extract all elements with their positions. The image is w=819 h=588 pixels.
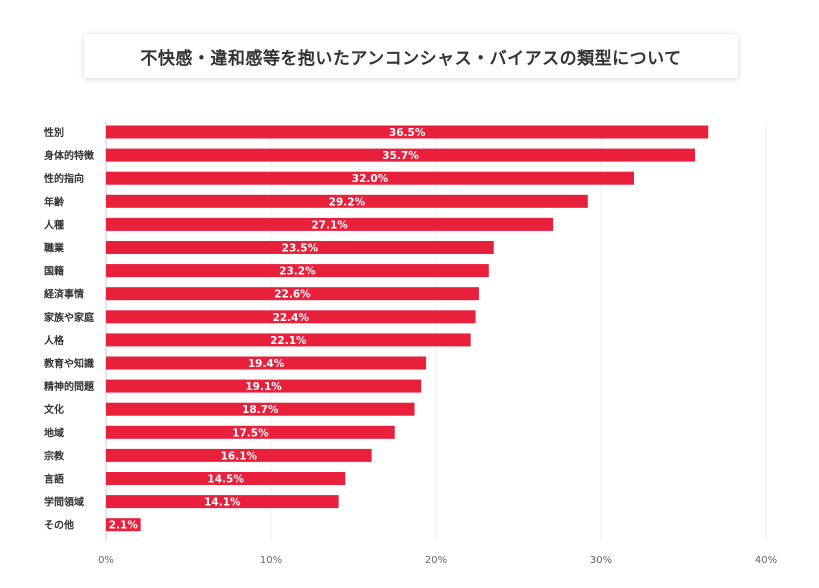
bar xyxy=(106,310,476,324)
value-label: 19.4% xyxy=(248,358,285,370)
bar xyxy=(106,379,422,393)
value-label: 14.5% xyxy=(207,474,244,486)
x-tick-label: 40% xyxy=(755,555,777,566)
category-label: 人格 xyxy=(44,334,65,347)
category-label: 家族や家庭 xyxy=(44,311,95,324)
bar xyxy=(106,425,395,439)
value-label: 36.5% xyxy=(389,127,426,139)
category-label: 言語 xyxy=(44,473,64,486)
value-label: 2.1% xyxy=(109,520,139,532)
value-label: 16.1% xyxy=(221,450,258,462)
category-label: 人種 xyxy=(44,218,64,231)
bar xyxy=(106,472,346,485)
category-label: その他 xyxy=(44,519,74,532)
category-label: 地域 xyxy=(44,426,64,439)
x-tick-label: 20% xyxy=(425,555,447,566)
category-label: 国籍 xyxy=(44,265,64,278)
category-label: 教育や知識 xyxy=(43,357,94,370)
value-label: 35.7% xyxy=(382,150,419,162)
bar xyxy=(106,518,141,532)
category-label: 職業 xyxy=(44,242,65,255)
category-label: 経済事情 xyxy=(44,288,84,301)
category-label: 学問領域 xyxy=(44,496,84,509)
bar xyxy=(106,171,634,185)
value-label: 23.2% xyxy=(279,266,316,278)
value-label: 22.6% xyxy=(274,289,311,301)
value-label: 23.5% xyxy=(282,243,319,255)
bar xyxy=(106,287,479,301)
bar xyxy=(106,125,709,139)
value-label: 22.4% xyxy=(273,312,310,324)
bar xyxy=(106,241,494,254)
value-label: 17.5% xyxy=(232,427,269,439)
category-label: 精神的問題 xyxy=(44,380,95,393)
value-label: 29.2% xyxy=(329,196,366,208)
bar xyxy=(106,194,588,208)
bar xyxy=(106,448,372,462)
category-label: 性別 xyxy=(43,126,64,139)
bar xyxy=(106,264,489,278)
value-label: 14.1% xyxy=(204,497,241,509)
x-tick-label: 10% xyxy=(260,555,282,566)
bar xyxy=(106,333,471,347)
bar xyxy=(106,495,339,509)
bar xyxy=(106,402,415,416)
value-label: 27.1% xyxy=(311,219,348,231)
x-tick-label: 30% xyxy=(590,555,612,566)
bar xyxy=(106,217,554,231)
chart-title: 不快感・違和感等を抱いたアンコンシャス・バイアスの類型について xyxy=(140,48,682,69)
chart-title-box: 不快感・違和感等を抱いたアンコンシャス・バイアスの類型について xyxy=(84,34,738,78)
x-tick-label: 0% xyxy=(98,555,114,566)
category-label: 文化 xyxy=(44,403,64,416)
category-label: 身体的特徴 xyxy=(44,149,95,162)
bar xyxy=(106,356,427,370)
value-label: 19.1% xyxy=(245,381,282,393)
bar xyxy=(106,148,696,162)
value-label: 22.1% xyxy=(270,335,307,347)
value-label: 18.7% xyxy=(242,404,279,416)
category-label: 年齢 xyxy=(44,195,65,208)
value-label: 32.0% xyxy=(352,173,389,185)
category-label: 性的指向 xyxy=(43,172,84,185)
category-label: 宗教 xyxy=(44,449,65,462)
